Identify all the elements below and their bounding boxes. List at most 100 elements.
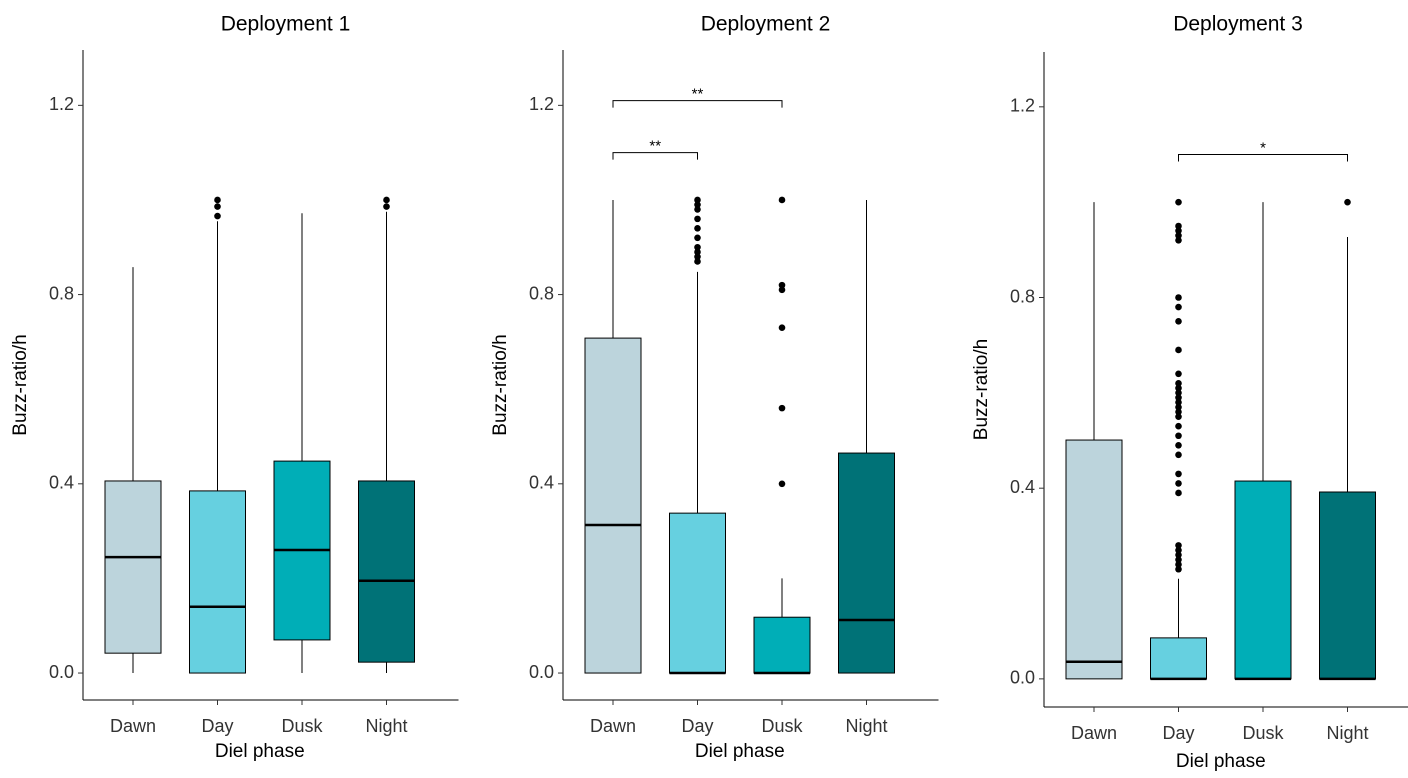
- outlier: [1175, 403, 1182, 411]
- x-tick-label: Dusk: [761, 716, 803, 736]
- y-tick-label: 0.0: [529, 662, 554, 682]
- outlier: [1175, 399, 1182, 406]
- outlier: [694, 215, 701, 223]
- outlier: [1175, 480, 1182, 487]
- outlier: [1175, 384, 1182, 392]
- outlier: [1175, 470, 1182, 478]
- outlier: [1175, 370, 1182, 378]
- x-tick-label: Dawn: [1071, 723, 1117, 743]
- outlier: [1175, 451, 1182, 459]
- outlier: [1175, 303, 1182, 311]
- outlier: [1175, 232, 1182, 239]
- outlier: [694, 258, 701, 265]
- x-tick-label: Day: [1162, 723, 1194, 743]
- significance-label: *: [1260, 139, 1266, 156]
- outlier: [1175, 441, 1182, 449]
- x-axis-label: Diel phase: [215, 741, 305, 762]
- outlier: [1175, 408, 1182, 416]
- outlier: [1175, 556, 1182, 563]
- outlier: [778, 324, 786, 331]
- outlier: [694, 225, 701, 232]
- outlier: [778, 196, 786, 204]
- chart-title: Deployment 3: [1173, 13, 1303, 36]
- y-tick-label: 0.0: [49, 662, 74, 682]
- outlier: [694, 196, 701, 204]
- outlier: [1175, 565, 1182, 573]
- x-tick-label: Night: [1326, 723, 1368, 743]
- outlier: [1175, 198, 1182, 206]
- outlier: [383, 196, 390, 204]
- y-tick-label: 1.2: [529, 94, 554, 114]
- significance-label: **: [692, 86, 704, 103]
- chart-title: Deployment 1: [221, 13, 351, 36]
- outlier: [778, 404, 786, 412]
- box: [1319, 491, 1376, 680]
- box: [753, 616, 811, 674]
- box: [669, 512, 726, 674]
- x-tick-label: Day: [681, 716, 713, 736]
- outlier: [694, 243, 701, 251]
- y-tick-label: 0.4: [49, 473, 74, 493]
- box: [1065, 439, 1123, 680]
- outlier: [1175, 222, 1182, 230]
- outlier: [214, 196, 221, 204]
- y-tick-label: 0.8: [49, 283, 74, 303]
- outlier: [1175, 227, 1182, 235]
- x-tick-label: Night: [845, 716, 887, 736]
- outlier: [694, 201, 701, 208]
- outlier: [214, 212, 221, 220]
- outlier: [694, 234, 701, 242]
- y-tick-label: 0.8: [1010, 286, 1035, 306]
- outlier: [1175, 489, 1182, 497]
- y-tick-label: 0.4: [1010, 477, 1035, 497]
- outlier: [1175, 389, 1182, 397]
- y-tick-label: 0.8: [529, 283, 554, 303]
- box: [104, 480, 162, 654]
- y-tick-label: 1.2: [49, 94, 74, 114]
- outlier: [778, 281, 786, 289]
- outlier: [1175, 318, 1182, 325]
- chart-title: Deployment 2: [701, 13, 831, 36]
- outlier: [1344, 198, 1351, 206]
- x-tick-label: Night: [365, 716, 407, 736]
- outlier: [778, 286, 786, 294]
- outlier: [1175, 546, 1182, 554]
- box: [584, 337, 642, 674]
- significance-bracket: [612, 152, 698, 160]
- box: [1150, 637, 1207, 680]
- box: [838, 452, 895, 674]
- y-tick-label: 1.2: [1010, 96, 1035, 116]
- x-axis-label: Diel phase: [695, 741, 785, 762]
- box: [189, 490, 246, 674]
- outlier: [694, 206, 701, 213]
- outlier: [1175, 346, 1182, 354]
- outlier: [1175, 413, 1182, 420]
- y-axis-label: Buzz-ratio/h: [971, 339, 992, 440]
- x-tick-label: Dusk: [281, 716, 323, 736]
- significance-bracket: [612, 100, 783, 108]
- y-tick-label: 0.0: [1010, 668, 1035, 688]
- y-tick-label: 0.4: [529, 473, 554, 493]
- y-axis-label: Buzz-ratio/h: [10, 334, 31, 435]
- outlier: [694, 253, 701, 261]
- x-tick-label: Dawn: [590, 716, 636, 736]
- x-tick-label: Dusk: [1242, 723, 1284, 743]
- outlier: [1175, 561, 1182, 568]
- x-axis-label: Diel phase: [1176, 751, 1266, 772]
- box: [1234, 480, 1292, 680]
- outlier: [214, 203, 221, 210]
- y-axis-label: Buzz-ratio/h: [490, 334, 511, 435]
- outlier: [1175, 551, 1182, 559]
- x-tick-label: Day: [201, 716, 233, 736]
- significance-bracket: [1178, 153, 1348, 162]
- outlier: [694, 248, 701, 256]
- outlier: [1175, 237, 1182, 244]
- outlier: [1175, 542, 1182, 549]
- outlier: [778, 480, 786, 488]
- outlier: [1175, 294, 1182, 301]
- significance-label: **: [649, 138, 661, 155]
- outlier: [1175, 380, 1182, 387]
- outlier: [1175, 394, 1182, 401]
